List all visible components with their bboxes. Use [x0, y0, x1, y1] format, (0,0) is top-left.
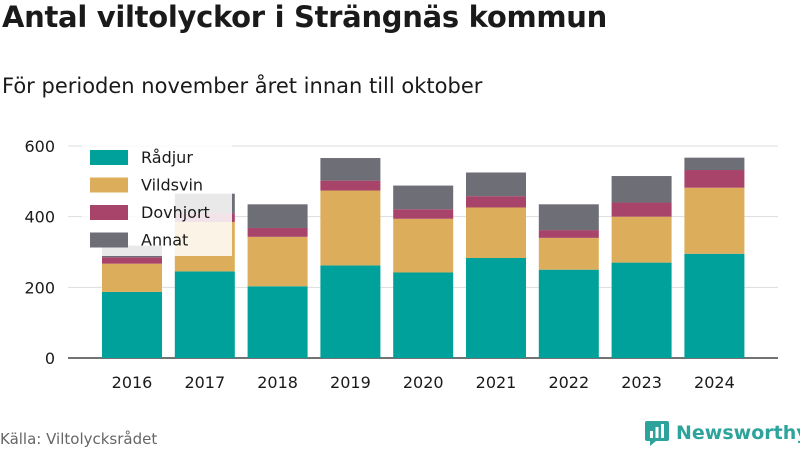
- bar-segment-vildsvin: [611, 216, 672, 263]
- bar-segment-annat: [538, 204, 599, 231]
- y-tick-label: 600: [24, 137, 55, 156]
- bar-segment-annat: [247, 204, 308, 228]
- chart-subtitle: För perioden november året innan till ok…: [2, 74, 483, 98]
- bar-segment-annat: [684, 157, 745, 171]
- bar-segment-annat: [320, 158, 381, 181]
- x-tick-label: 2017: [184, 373, 225, 392]
- legend-label: Rådjur: [141, 148, 193, 167]
- x-tick-label: 2022: [548, 373, 589, 392]
- bar-segment-dovhjort: [611, 202, 672, 217]
- x-tick-label: 2016: [112, 373, 153, 392]
- bar-segment-rådjur: [320, 265, 381, 358]
- bar-segment-dovhjort: [320, 180, 381, 191]
- bar-segment-vildsvin: [538, 237, 599, 270]
- legend-label: Vildsvin: [141, 176, 203, 195]
- legend-label: Annat: [141, 231, 188, 250]
- bar-segment-dovhjort: [466, 196, 526, 208]
- bar-segment-dovhjort: [247, 227, 308, 237]
- y-tick-label: 400: [24, 208, 55, 227]
- bar-segment-rådjur: [684, 253, 745, 358]
- x-tick-label: 2023: [621, 373, 662, 392]
- bar-segment-dovhjort: [393, 209, 454, 219]
- bar-segment-rådjur: [611, 262, 672, 358]
- brand-name: Newsworthy: [676, 422, 800, 444]
- bar-segment-rådjur: [102, 291, 162, 358]
- legend-label: Dovhjort: [141, 203, 210, 222]
- legend-swatch: [90, 232, 128, 248]
- x-tick-label: 2018: [257, 373, 298, 392]
- source-note: Källa: Viltolycksrådet: [0, 430, 158, 448]
- newsworthy-logo-icon: [645, 421, 669, 446]
- bar-segment-vildsvin: [393, 218, 454, 273]
- chart-title: Antal viltolyckor i Strängnäs kommun: [2, 0, 607, 34]
- x-tick-label: 2021: [476, 373, 517, 392]
- bar-segment-rådjur: [393, 272, 454, 358]
- bar-segment-annat: [393, 185, 454, 210]
- y-tick-label: 200: [24, 278, 55, 297]
- legend-swatch: [90, 150, 128, 165]
- bar-segment-vildsvin: [684, 187, 745, 254]
- legend-swatch: [90, 205, 128, 220]
- x-tick-label: 2024: [694, 373, 735, 392]
- y-tick-label: 0: [45, 349, 55, 368]
- legend-swatch: [90, 177, 128, 193]
- bar-segment-vildsvin: [466, 207, 526, 259]
- bar-segment-vildsvin: [102, 263, 162, 292]
- bar-segment-vildsvin: [247, 236, 308, 287]
- x-tick-label: 2020: [403, 373, 444, 392]
- bar-segment-rådjur: [247, 286, 308, 358]
- bar-segment-rådjur: [466, 258, 526, 358]
- brand: Newsworthy: [644, 419, 800, 447]
- bar-segment-dovhjort: [102, 257, 162, 264]
- x-tick-label: 2019: [330, 373, 371, 392]
- bar-segment-dovhjort: [684, 170, 745, 188]
- bar-segment-vildsvin: [320, 190, 381, 266]
- bar-segment-rådjur: [174, 271, 235, 358]
- bar-segment-dovhjort: [538, 230, 599, 238]
- bar-segment-annat: [466, 172, 526, 197]
- bar-segment-annat: [611, 176, 672, 203]
- bar-segment-rådjur: [538, 269, 599, 358]
